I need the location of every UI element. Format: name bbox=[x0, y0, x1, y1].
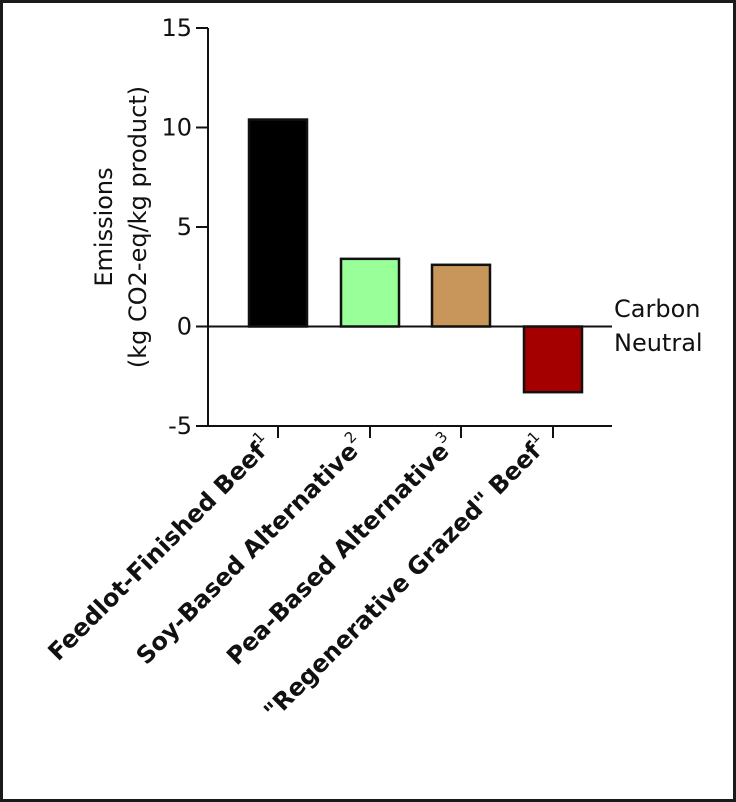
bar bbox=[339, 257, 401, 328]
y-tick-label: 5 bbox=[177, 213, 192, 241]
annotation-line-1: Carbon bbox=[614, 295, 700, 323]
bar bbox=[430, 263, 492, 328]
bar bbox=[522, 325, 584, 394]
carbon-neutral-annotation: Carbon Neutral bbox=[614, 295, 703, 357]
annotation-line-2: Neutral bbox=[614, 329, 703, 357]
y-tick-label: 0 bbox=[177, 313, 192, 341]
y-tick-label: -5 bbox=[168, 412, 192, 440]
y-axis-title-line-1: Emissions bbox=[90, 167, 118, 286]
y-axis-title-line-2: (kg CO2-eq/kg product) bbox=[124, 86, 152, 368]
y-axis-title: Emissions (kg CO2-eq/kg product) bbox=[90, 86, 152, 368]
bar bbox=[247, 118, 309, 328]
y-tick-label: 15 bbox=[161, 14, 192, 42]
y-tick-label: 10 bbox=[161, 114, 192, 142]
